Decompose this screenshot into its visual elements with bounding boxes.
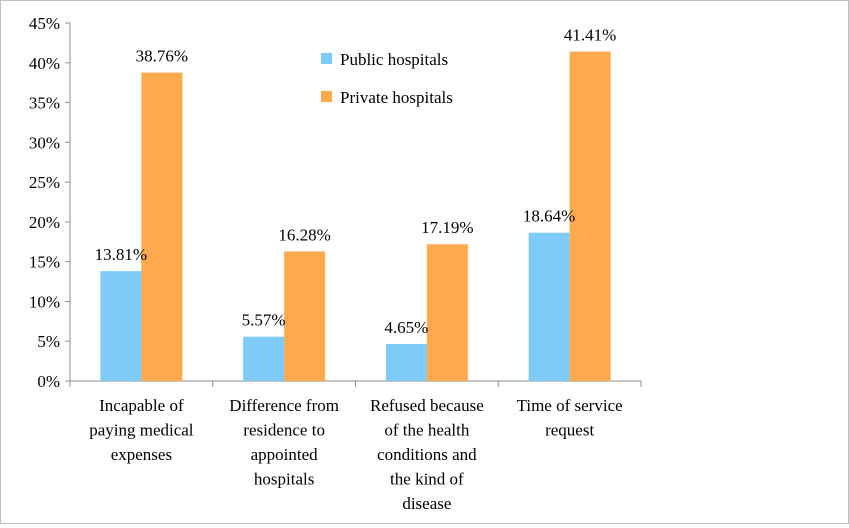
category-label: Difference from residence to appointed hosp… [229, 396, 339, 489]
y-tick-label: 10% [29, 292, 60, 311]
bar-private [426, 244, 468, 381]
legend-label: Private hospitals [340, 88, 453, 107]
bar-public [243, 336, 285, 381]
bar-private [569, 51, 611, 381]
x-axis-labels: Incapable of paying medical expenses Differ… [89, 396, 622, 513]
y-tick-label: 20% [29, 213, 60, 232]
data-label: 38.76% [136, 47, 188, 66]
y-tick-label: 40% [29, 54, 60, 73]
bar-private [284, 251, 326, 381]
data-label: 17.19% [421, 218, 473, 237]
bar-private [141, 72, 183, 381]
data-labels: 13.81% 38.76% 5.57% 16.28% 4.65% 17.19% 18.64%… [95, 26, 617, 337]
y-tick-label: 45% [29, 14, 60, 33]
category-label-line: expenses [111, 445, 172, 464]
category-label-line: of the health [384, 421, 469, 440]
category-label-line: Time of service [517, 396, 623, 415]
bar-public [385, 344, 427, 381]
category-label-line: paying medical [89, 421, 194, 440]
category-label-line: Refused because [370, 396, 484, 415]
category-label-line: residence to [243, 421, 325, 440]
category-label-line: conditions and [377, 445, 477, 464]
category-label-line: appointed [251, 445, 319, 464]
category-label: Incapable of paying medical expenses [89, 396, 194, 464]
legend-swatch [321, 91, 332, 102]
bar-public [100, 271, 142, 381]
data-label: 4.65% [384, 318, 428, 337]
y-tick-label: 15% [29, 253, 60, 272]
data-label: 13.81% [95, 245, 147, 264]
bars [100, 51, 611, 381]
data-label: 16.28% [278, 225, 330, 244]
legend-label: Public hospitals [340, 50, 448, 69]
y-tick-label: 30% [29, 133, 60, 152]
y-tick-label: 5% [37, 332, 60, 351]
category-label-line: the kind of [390, 470, 464, 489]
category-label-line: request [545, 421, 594, 440]
y-tick-label: 25% [29, 173, 60, 192]
legend-swatch [321, 53, 332, 64]
category-label: Refused because of the health conditions a… [370, 396, 484, 513]
data-label: 18.64% [523, 207, 575, 226]
bar-public [528, 232, 570, 381]
data-label: 5.57% [242, 311, 286, 330]
category-label-line: disease [402, 494, 451, 513]
category-label-line: Difference from [229, 396, 339, 415]
category-label-line: Incapable of [99, 396, 184, 415]
category-label: Time of service request [517, 396, 623, 440]
y-tick-label: 0% [37, 372, 60, 391]
data-label: 41.41% [564, 26, 616, 45]
y-tick-label: 35% [29, 94, 60, 113]
y-axis-ticks: 0% 5% 10% 15% 20% 25% 30% 35% 40% 45% [29, 14, 70, 391]
legend: Public hospitals Private hospitals [321, 50, 453, 107]
category-label-line: hospitals [254, 470, 314, 489]
